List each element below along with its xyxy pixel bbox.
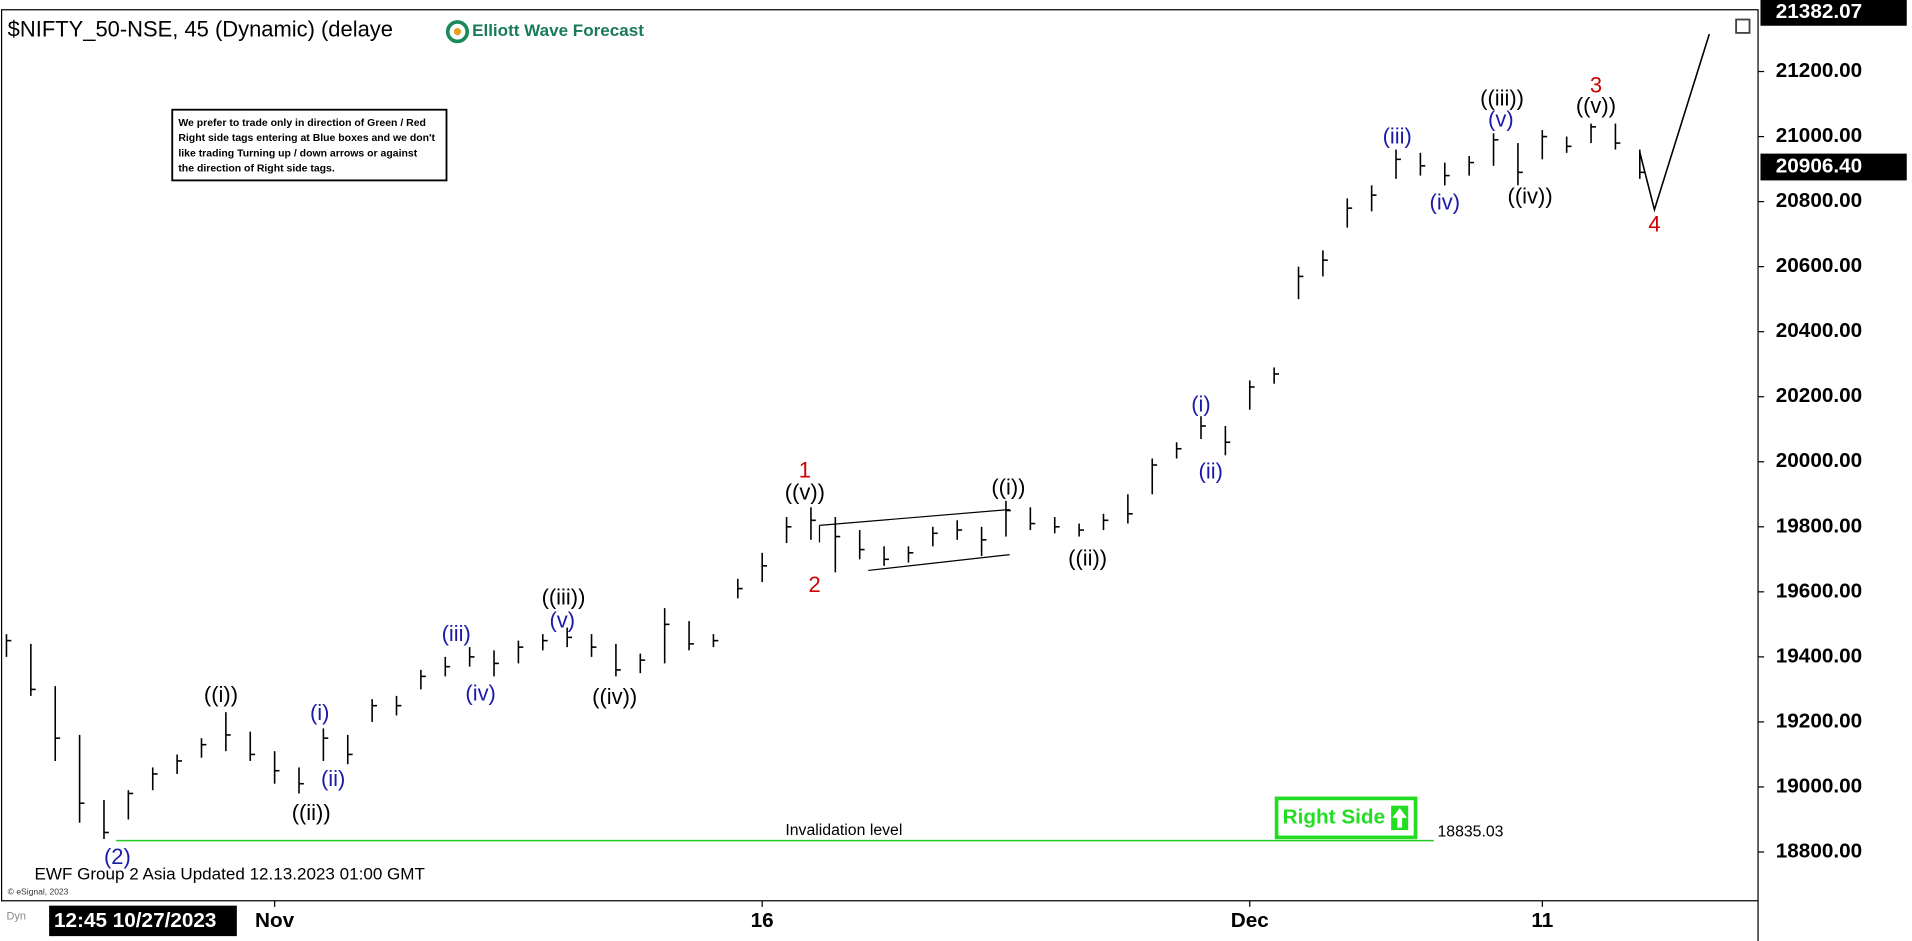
note-box [171, 108, 448, 182]
y-tick-label: 20000.00 [1776, 449, 1862, 472]
y-tick-label: 20200.00 [1776, 384, 1862, 407]
wave-label: (ii) [1199, 459, 1223, 484]
copyright: © eSignal, 2023 [8, 886, 69, 896]
wave-label: ((v)) [785, 479, 825, 504]
logo-icon [453, 28, 462, 36]
x-tick-label: 16 [751, 909, 774, 932]
wave-label: ((iv)) [592, 684, 637, 709]
wave-label: (2) [104, 844, 131, 869]
logo-text: Elliott Wave Forecast [472, 21, 644, 40]
right-side-arrow [1391, 805, 1409, 831]
y-tick-label: 20400.00 [1776, 319, 1862, 342]
wave-label: ((i)) [991, 475, 1025, 500]
last-price-label: 20906.40 [1776, 154, 1862, 177]
logo-bg [441, 17, 662, 44]
invalidation-text: Invalidation level [785, 822, 902, 839]
wave-label: 2 [809, 572, 821, 597]
corner-label: Dyn [6, 911, 26, 923]
wave-label: (v) [549, 607, 575, 632]
arrow [1392, 808, 1407, 828]
wave-label: 1 [799, 458, 811, 483]
note-line: like trading Turning up / down arrows or… [178, 148, 417, 159]
y-tick-label: 19200.00 [1776, 709, 1862, 732]
logo-icon [445, 20, 470, 44]
wave-label: 3 [1590, 72, 1602, 97]
wave-label: ((v)) [1576, 93, 1616, 118]
panel-icon [1735, 18, 1751, 34]
y-tick-label: 19400.00 [1776, 644, 1862, 667]
note: We prefer to trade only in direction of … [178, 118, 435, 175]
y-tick-label: 20800.00 [1776, 189, 1862, 212]
wave-label: ((ii)) [292, 800, 331, 825]
y-tick-label: 19600.00 [1776, 579, 1862, 602]
wave-label: ((ii)) [1068, 545, 1107, 570]
y-tick-label: 19000.00 [1776, 774, 1862, 797]
wave-label: ((iii)) [1480, 86, 1524, 111]
wave-label: (i) [1191, 392, 1211, 417]
y-tick-label: 18800.00 [1776, 839, 1862, 862]
cursor-box [49, 905, 237, 937]
x-tick-label: Nov [255, 909, 295, 932]
footer: EWF Group 2 Asia Updated 12.13.2023 01:0… [35, 865, 426, 884]
wave-label: (ii) [321, 766, 345, 791]
wave-label: ((i)) [204, 682, 238, 707]
right-side-text: Right Side [1283, 805, 1385, 828]
note-line: We prefer to trade only in direction of … [178, 118, 426, 129]
projection-path [1639, 33, 1711, 213]
last-price-box [1760, 153, 1907, 181]
y-tick-label: 19800.00 [1776, 514, 1862, 537]
wave-label: (iii) [1383, 124, 1412, 149]
x-tick-label: Dec [1231, 909, 1269, 932]
y-tick-label: 21200.00 [1776, 59, 1862, 82]
y-tick-label: 20600.00 [1776, 254, 1862, 277]
wave-label: 4 [1648, 211, 1660, 236]
note-line: Right side tags entering at Blue boxes a… [178, 133, 435, 144]
wave-label: (iii) [442, 621, 471, 646]
x-tick-label: 11 [1531, 909, 1553, 932]
top-price-label: 21382.07 [1776, 0, 1862, 23]
channel-line [868, 553, 1010, 572]
wave-label: (v) [1488, 106, 1514, 131]
channel-line [819, 508, 1010, 526]
wave-label: (iv) [465, 681, 495, 706]
top-price-box [1760, 0, 1907, 26]
wave-label: ((iv)) [1508, 183, 1553, 208]
note-line: the direction of Right side tags. [178, 164, 335, 175]
invalidation-value: 18835.03 [1437, 823, 1503, 840]
plot-frame [0, 9, 1759, 902]
wave-label: (i) [310, 700, 329, 725]
y-tick-label: 21000.00 [1776, 124, 1862, 147]
wave-label: (iv) [1430, 189, 1460, 214]
cursor-label: 12:45 10/27/2023 [54, 909, 216, 932]
wave-label: ((iii)) [542, 584, 586, 609]
chart-title: $NIFTY_50-NSE, 45 (Dynamic) (delaye [8, 16, 393, 41]
